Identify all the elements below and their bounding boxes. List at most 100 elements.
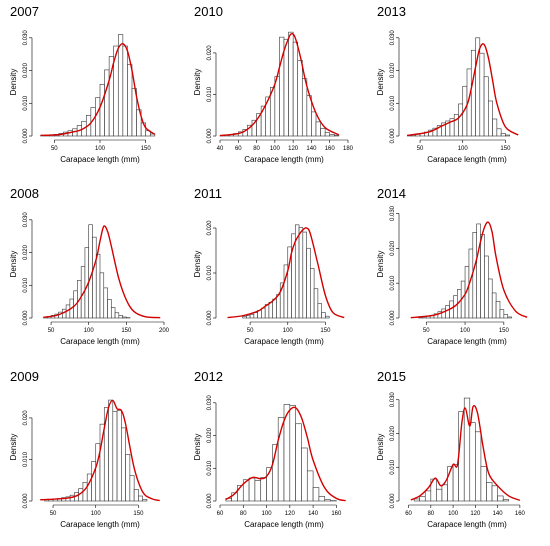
x-axis-label: Carapace length (mm)	[60, 520, 140, 529]
y-tick-label: 0.000	[23, 128, 29, 144]
y-tick-label: 0.000	[207, 310, 213, 326]
histogram-bar	[317, 303, 322, 319]
histogram-bar	[121, 427, 126, 502]
x-tick-label: 50	[247, 328, 254, 334]
x-tick-label: 120	[285, 511, 296, 517]
y-tick-label: 0.030	[390, 205, 396, 221]
panel-title: 2010	[194, 4, 223, 19]
y-tick-label: 0.000	[390, 128, 396, 144]
histogram-bar	[108, 56, 115, 137]
histogram-bar	[413, 498, 421, 502]
y-tick-label: 0.020	[390, 425, 396, 441]
histogram-bar	[441, 308, 446, 319]
histogram-bar	[483, 76, 489, 137]
histogram-bar	[310, 268, 315, 319]
y-tick-label: 0.000	[23, 310, 29, 326]
density-curve	[227, 227, 345, 319]
histogram-bar	[268, 301, 274, 319]
histogram-bar	[324, 499, 331, 502]
x-tick-label: 150	[320, 328, 331, 334]
histogram-bar	[495, 300, 501, 319]
histogram-bar	[476, 223, 481, 319]
histogram-bar	[112, 411, 118, 502]
histogram-bar	[311, 111, 317, 137]
y-tick-label: 0.000	[207, 493, 213, 509]
panel-2010: 2010 40 60 80 100 120 140 160 180 Carapace length…	[193, 4, 354, 164]
y-tick-label: 0.010	[207, 265, 213, 281]
x-tick-label: 150	[121, 328, 132, 334]
y-tick-label: 0.020	[390, 240, 396, 256]
histogram-bar	[499, 309, 505, 319]
histogram-bar	[248, 477, 256, 502]
density-curve	[407, 43, 519, 137]
x-tick-label: 100	[91, 511, 102, 517]
y-axis-label: Density	[193, 251, 202, 278]
histogram-bar	[138, 495, 143, 502]
x-tick-label: 100	[262, 511, 273, 517]
density-curve	[410, 221, 528, 319]
density-curve	[410, 405, 521, 501]
histogram-bar	[116, 410, 122, 502]
histogram-bar	[312, 487, 320, 502]
panel-title: 2013	[377, 4, 406, 19]
x-tick-label: 100	[270, 146, 281, 152]
histogram-bar	[479, 52, 485, 137]
x-tick-label: 120	[470, 511, 481, 517]
histogram-bar	[496, 128, 502, 137]
panel-title: 2015	[377, 369, 406, 384]
histogram-bar	[306, 95, 312, 137]
panel-2012: 2012 60 80 100 120 140 160 Carapace length (mm)…	[193, 369, 346, 529]
y-tick-label: 0.000	[390, 310, 396, 326]
histogram-bar	[333, 134, 340, 137]
histogram-bar	[104, 69, 110, 137]
panel-title: 2008	[10, 186, 39, 201]
histogram-bar	[99, 83, 105, 137]
y-tick-label: 0.020	[207, 45, 213, 61]
histogram-bar	[324, 132, 331, 137]
histogram-bar	[503, 314, 509, 319]
x-axis-label: Carapace length (mm)	[244, 155, 324, 164]
panel-2009: 2009 50 100 150 Carapace length (mm) 0.000 0.0…	[9, 369, 160, 529]
y-axis-label: Density	[9, 434, 18, 461]
histogram-bar	[325, 315, 330, 319]
y-axis-label: Density	[376, 251, 385, 278]
histogram-bar	[313, 288, 319, 319]
y-tick-label: 0.030	[23, 30, 29, 46]
panel-title: 2014	[377, 186, 406, 201]
y-axis-label: Density	[376, 69, 385, 96]
histogram-bar	[110, 307, 116, 319]
x-tick-label: 50	[423, 328, 430, 334]
histogram-bar	[321, 312, 326, 319]
histogram-bar	[469, 422, 476, 502]
histogram-bar	[470, 49, 476, 137]
y-tick-label: 0.030	[207, 395, 213, 411]
histogram-bar	[301, 447, 308, 502]
histogram-bar	[419, 496, 426, 502]
x-tick-label: 60	[217, 511, 224, 517]
x-axis-label: Carapace length (mm)	[244, 520, 324, 529]
x-tick-label: 140	[493, 511, 504, 517]
y-tick-label: 0.010	[390, 95, 396, 111]
histogram-bar	[292, 41, 299, 137]
histogram-bar	[318, 496, 326, 502]
histogram-bar	[142, 499, 148, 502]
panel-title: 2007	[10, 4, 39, 19]
histogram-bar	[441, 484, 448, 502]
x-tick-label: 150	[500, 146, 511, 152]
x-tick-label: 120	[288, 146, 299, 152]
panel-2015: 2015 60 80 100 120 140 160 Carapace length (mm)…	[376, 369, 526, 529]
histogram-bar	[103, 287, 108, 319]
x-tick-label: 100	[460, 328, 471, 334]
histogram-bar	[122, 316, 127, 319]
histogram-bar	[249, 314, 255, 319]
x-tick-label: 160	[325, 146, 336, 152]
x-tick-label: 180	[343, 146, 354, 152]
histogram-bar	[129, 475, 135, 502]
histogram-bar	[306, 470, 314, 502]
histogram-bar	[86, 473, 92, 502]
x-axis-label: Carapace length (mm)	[427, 520, 507, 529]
histogram-bar	[274, 76, 280, 137]
x-tick-label: 100	[84, 328, 95, 334]
histogram-bar	[488, 278, 493, 319]
